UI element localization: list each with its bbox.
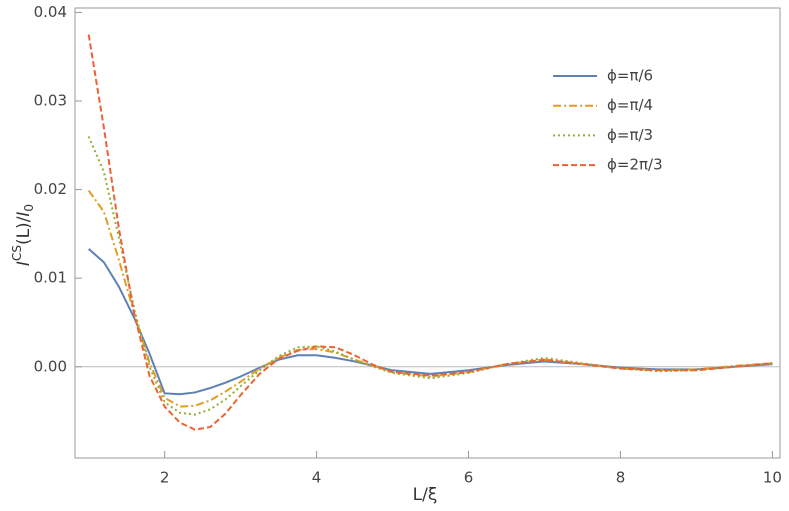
legend-label: ϕ=π/6 [607, 67, 653, 85]
y-label-part: CS [10, 245, 24, 261]
y-tick-label: 0.03 [34, 92, 67, 110]
series-line [87, 34, 773, 431]
y-tick-label: 0.01 [34, 269, 67, 287]
legend-label: ϕ=π/4 [607, 96, 653, 114]
x-axis-label: L/ξ [413, 485, 438, 505]
legend-label: ϕ=π/3 [607, 126, 653, 144]
x-tick-label: 4 [312, 469, 322, 487]
x-tick-label: 2 [160, 469, 170, 487]
x-tick-label: 6 [464, 469, 474, 487]
plot-frame [74, 7, 781, 459]
legend-label: ϕ=2π/3 [607, 156, 663, 174]
y-axis-label: ICS(L)/I0 [10, 204, 36, 266]
x-tick-label: 10 [763, 469, 782, 487]
y-label-part: I [14, 261, 34, 266]
y-label-part: (L)/ [14, 216, 34, 245]
y-label-part: I [14, 212, 34, 217]
x-tick-label: 8 [616, 469, 626, 487]
y-tick-label: 0.02 [34, 180, 67, 198]
series-line [88, 248, 773, 396]
y-tick-label: 0.04 [34, 3, 67, 21]
y-tick-label: 0.00 [34, 357, 67, 375]
y-label-part: 0 [22, 204, 36, 212]
